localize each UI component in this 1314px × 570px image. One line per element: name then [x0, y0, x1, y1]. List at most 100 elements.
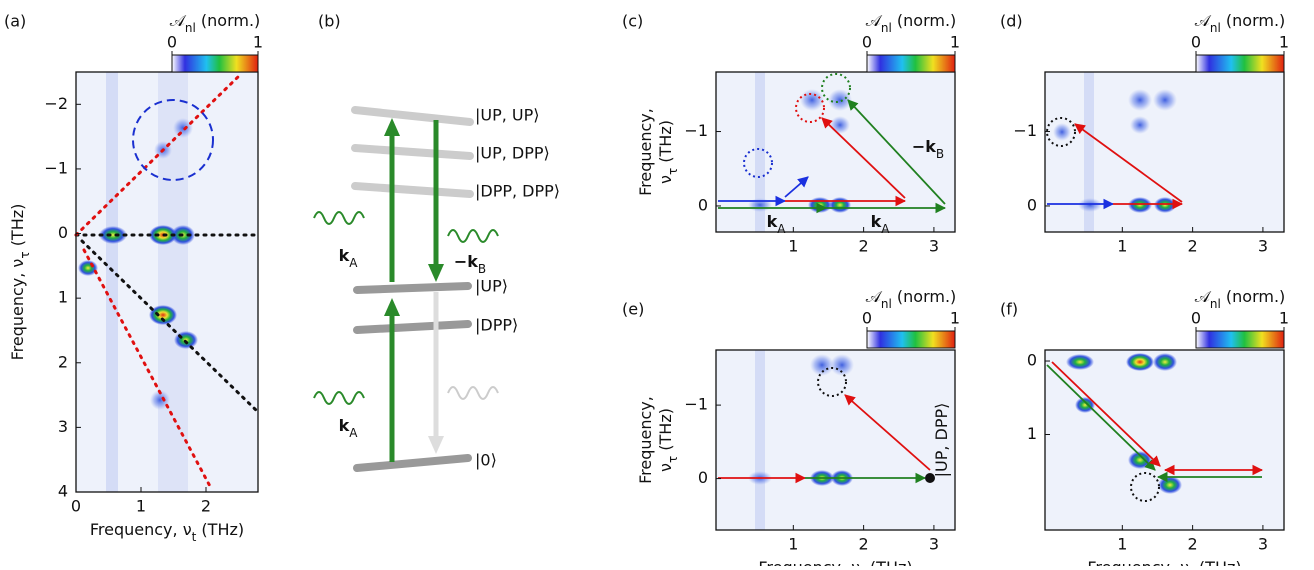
pulse-label: kA	[339, 246, 359, 270]
y-tick-label: −1	[44, 158, 68, 177]
x-tick-label: 1	[788, 237, 798, 256]
y-tick-label: 2	[58, 352, 68, 371]
y-tick-label: 0	[698, 468, 708, 487]
x-axis-label: Frequency, νt (THz)	[758, 558, 912, 567]
y-axis-label-part: ν	[656, 175, 675, 184]
y-axis-label-part: Frequency,	[636, 396, 655, 484]
guide-lines	[74, 73, 260, 492]
x-tick-label: 2	[201, 497, 211, 516]
x-axis-label-part: t	[192, 530, 197, 544]
y-axis-label: ντ (THz)	[656, 120, 680, 184]
colorbar-title-part: 𝒜	[866, 287, 883, 306]
colorbar-title-part: nl	[1210, 297, 1221, 311]
x-tick-label: 2	[859, 237, 869, 256]
x-tick-label: 3	[1258, 535, 1268, 554]
panel-label: (a)	[4, 12, 26, 31]
pulse-label-part: B	[478, 262, 486, 276]
colorbar-tick-label: 1	[1279, 33, 1289, 52]
y-axis-label-part: τ	[666, 168, 680, 175]
colorbar	[171, 54, 259, 73]
colorbar-title-part: (norm.)	[196, 11, 260, 30]
colorbar-title-part: (norm.)	[1221, 11, 1285, 30]
x-axis-label-part: Frequency, ν	[1087, 558, 1189, 567]
y-tick-label: −1	[684, 121, 708, 140]
panel-label: (e)	[622, 300, 644, 319]
colorbar-tick-label: 1	[950, 309, 960, 328]
y-axis-label: ντ (THz)	[656, 408, 680, 472]
colorbar-tick-label: 0	[167, 33, 177, 52]
y-axis-label-part: Frequency,	[636, 108, 655, 196]
marker-dot	[925, 473, 935, 483]
x-tick-label: 2	[1188, 237, 1198, 256]
plot-frame	[75, 71, 259, 493]
annotation-part: −k	[912, 137, 936, 156]
heatmap-backgrounds	[76, 72, 1284, 530]
y-axis-label-part: τ	[666, 456, 680, 463]
x-axis-label-part: (THz)	[865, 558, 913, 567]
pulses	[313, 211, 499, 405]
annotation-part: |UP, DPP⟩	[932, 403, 951, 478]
colorbar-tick-label: 1	[1279, 309, 1289, 328]
colorbar-tick-label: 0	[862, 309, 872, 328]
x-tick-label: 2	[859, 535, 869, 554]
colorbar-title: 𝒜nl (norm.)	[1195, 11, 1286, 35]
x-tick-label: 2	[1188, 535, 1198, 554]
y-tick-label: 0	[698, 195, 708, 214]
level-label: |DPP, DPP⟩	[475, 182, 560, 201]
y-axis-label-part: (THz)	[656, 408, 675, 456]
colorbar	[866, 54, 956, 73]
x-tick-label: 1	[1117, 237, 1127, 256]
panel-label: (d)	[1000, 12, 1023, 31]
level-bars	[351, 106, 474, 472]
annotation-part: k	[767, 212, 778, 231]
y-tick-label: −1	[1013, 121, 1037, 140]
y-tick-label: 0	[1027, 351, 1037, 370]
colorbar-tick-label: 1	[950, 33, 960, 52]
pulse-label-part: k	[339, 246, 350, 265]
x-axis-label-part: Frequency, ν	[90, 520, 192, 539]
transition-arrows	[384, 118, 444, 462]
colorbar-title: 𝒜nl (norm.)	[170, 11, 261, 35]
panel-label: (f)	[1000, 300, 1018, 319]
colorbar-tick-label: 0	[1191, 309, 1201, 328]
annotation-part: B	[936, 147, 944, 161]
annotation-part: k	[871, 212, 882, 231]
x-axis-label: Frequency, νt (THz)	[1087, 558, 1241, 567]
panel-label: (b)	[318, 12, 341, 31]
annotation-part: A	[881, 222, 890, 236]
colorbar-title: 𝒜nl (norm.)	[866, 11, 957, 35]
level-label: |UP, UP⟩	[475, 106, 540, 125]
y-tick-label: 1	[1027, 424, 1037, 443]
pulse-label: −kB	[454, 252, 486, 276]
pulse-label: kA	[339, 416, 359, 440]
pulse-label-part: k	[339, 416, 350, 435]
pulse-label-part: A	[349, 256, 358, 270]
colorbar-title-part: 𝒜	[170, 11, 187, 30]
colorbar-tick-label: 0	[862, 33, 872, 52]
colorbar-title-part: nl	[1210, 21, 1221, 35]
y-axis-label-part: τ	[18, 251, 32, 258]
y-tick-label: −2	[44, 94, 68, 113]
x-axis-label-part: (THz)	[196, 520, 244, 539]
x-axis-label-part: Frequency, ν	[758, 558, 860, 567]
colorbar-tick-label: 1	[253, 33, 263, 52]
y-tick-label: 3	[58, 417, 68, 436]
y-axis-label-part: (THz)	[8, 204, 27, 252]
y-axis-label-part: ν	[656, 463, 675, 472]
y-tick-label: −1	[684, 395, 708, 414]
colorbar-title-part: 𝒜	[1195, 11, 1212, 30]
x-tick-label: 3	[929, 535, 939, 554]
colorbar	[1195, 330, 1285, 349]
x-tick-label: 0	[71, 497, 81, 516]
y-tick-label: 4	[58, 482, 68, 501]
x-axis-label-part: (THz)	[1194, 558, 1242, 567]
x-tick-label: 1	[1117, 535, 1127, 554]
plot-frame	[715, 349, 956, 531]
annotation: |UP, DPP⟩	[932, 403, 951, 478]
annotation: kA	[871, 212, 891, 236]
plot-frame	[1044, 71, 1285, 233]
x-axis-label: Frequency, νt (THz)	[90, 520, 244, 544]
x-tick-label: 1	[788, 535, 798, 554]
